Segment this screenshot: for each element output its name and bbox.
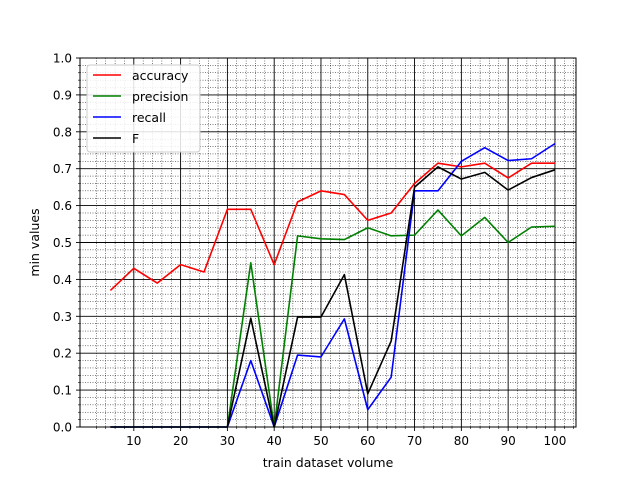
x-tick-label: 80 [454, 434, 469, 448]
plot-frame [79, 57, 577, 428]
y-tick-label: 0.2 [53, 347, 72, 361]
y-axis-title: min values [27, 208, 42, 276]
y-tick-label: 0.8 [53, 125, 72, 139]
series-line-accuracy [109, 162, 555, 292]
x-tick-label: 30 [220, 434, 235, 448]
y-tick-label: 0.4 [53, 273, 72, 287]
legend-box [86, 64, 201, 153]
y-tick-label: 1.0 [53, 52, 72, 66]
legend-label-recall: recall [132, 110, 166, 125]
x-tick-label: 70 [407, 434, 422, 448]
y-tick-label: 0.1 [53, 384, 72, 398]
x-axis-title: train dataset volume [263, 455, 394, 470]
y-tick-label: 0.9 [53, 88, 72, 102]
legend-label-precision: precision [132, 89, 188, 104]
y-tick-label: 0.7 [53, 162, 72, 176]
x-tick-label: 20 [173, 434, 188, 448]
x-tick-label: 60 [360, 434, 375, 448]
x-tick-label: 40 [267, 434, 282, 448]
y-tick-label: 0.5 [53, 236, 72, 250]
y-tick-label: 0.3 [53, 310, 72, 324]
legend: accuracy precision recall F [86, 64, 201, 153]
x-tick-label: 100 [543, 434, 566, 448]
y-tick-label: 0.0 [53, 421, 72, 435]
legend-label-F: F [132, 131, 139, 146]
legend-label-accuracy: accuracy [132, 68, 189, 83]
x-tick-label: 10 [126, 434, 141, 448]
x-tick-label: 50 [313, 434, 328, 448]
x-tick-label: 90 [501, 434, 516, 448]
y-tick-label: 0.6 [53, 199, 72, 213]
